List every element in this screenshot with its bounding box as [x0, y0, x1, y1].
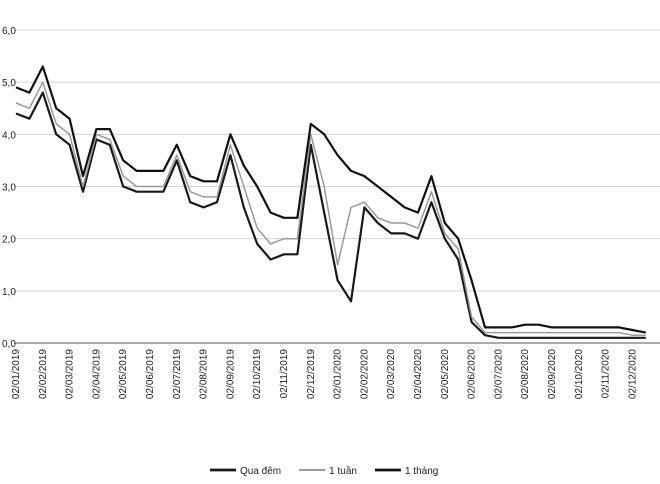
y-tick-label: 1,0	[2, 287, 16, 298]
x-tick-label: 02/08/2020	[520, 349, 531, 399]
x-tick-label: 02/10/2020	[574, 349, 585, 399]
x-tick-label: 02/05/2020	[440, 349, 451, 399]
x-tick-label: 02/01/2020	[333, 349, 344, 399]
y-tick-label: 5,0	[2, 78, 16, 89]
x-tick-label: 02/09/2020	[547, 349, 558, 399]
x-tick-label: 02/11/2020	[601, 349, 612, 399]
series-line	[15, 91, 646, 339]
x-tick-label: 02/01/2019	[11, 349, 22, 399]
legend-label: 1 tháng	[405, 466, 438, 477]
x-tick-label: 02/12/2019	[306, 349, 317, 399]
legend-label: Qua đêm	[240, 466, 281, 477]
y-tick-label: 2,0	[2, 235, 16, 246]
legend-label: 1 tuần	[329, 465, 357, 477]
x-tick-label: 02/04/2019	[91, 349, 102, 399]
x-tick-label: 02/07/2019	[172, 349, 183, 399]
x-tick-label: 02/07/2020	[493, 349, 504, 399]
x-tick-label: 02/08/2019	[199, 349, 210, 399]
x-tick-label: 02/06/2020	[467, 349, 478, 399]
x-tick-label: 02/03/2019	[65, 349, 76, 399]
x-tick-label: 02/05/2019	[118, 349, 129, 399]
x-tick-label: 02/11/2019	[279, 349, 290, 399]
x-tick-label: 02/06/2019	[145, 349, 156, 399]
x-tick-label: 02/02/2020	[359, 349, 370, 399]
x-tick-label: 02/09/2019	[225, 349, 236, 399]
x-tick-label: 02/03/2020	[386, 349, 397, 399]
y-tick-label: 0,0	[2, 339, 16, 350]
series-line	[15, 81, 646, 336]
y-tick-label: 3,0	[2, 183, 16, 194]
x-tick-label: 02/12/2020	[627, 349, 638, 399]
y-tick-label: 6,0	[2, 26, 16, 37]
x-tick-label: 02/04/2020	[413, 349, 424, 399]
x-tick-label: 02/10/2019	[252, 349, 263, 399]
y-tick-label: 4,0	[2, 130, 16, 141]
series-line	[15, 65, 647, 334]
x-tick-label: 02/02/2019	[38, 349, 49, 399]
